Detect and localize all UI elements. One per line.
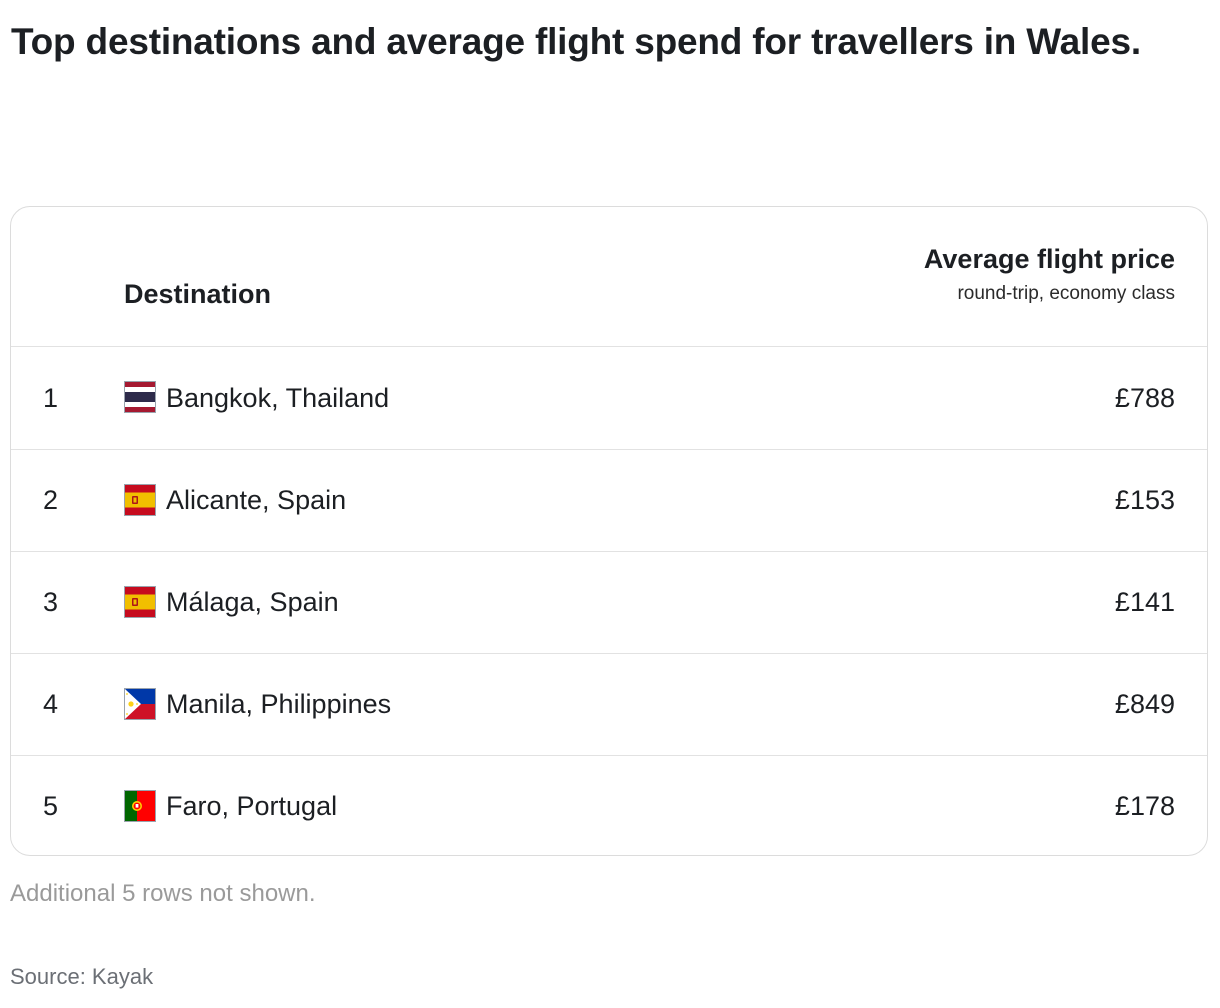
column-header-price-subtitle: round-trip, economy class [957, 283, 1175, 304]
row-rank: 5 [43, 791, 59, 821]
destinations-table: Destination Average flight price round-t… [10, 206, 1208, 856]
row-rank: 3 [43, 587, 59, 617]
philippines-flag-icon [124, 687, 156, 720]
row-destination: Manila, Philippines [166, 689, 392, 719]
row-price: £153 [1114, 485, 1175, 515]
row-destination: Bangkok, Thailand [166, 382, 390, 413]
row-destination: Alicante, Spain [166, 485, 347, 515]
row-price: £788 [1114, 382, 1175, 413]
row-price: £849 [1114, 689, 1175, 719]
spain-flag-icon [124, 585, 156, 618]
table-row: 5 Faro, Portugal £178 [11, 755, 1207, 855]
row-price: £178 [1114, 791, 1175, 821]
row-destination: Faro, Portugal [166, 791, 338, 821]
spain-flag-icon [124, 483, 156, 516]
table-row: 3 Málaga, Spain £141 [11, 551, 1207, 653]
row-rank: 2 [43, 485, 59, 515]
table-row: 1 Bangkok, Thailand £788 [11, 347, 1207, 449]
table-row: 2 Alicante, Spain £153 [11, 449, 1207, 551]
rows-hidden-note: Additional 5 rows not shown. [10, 880, 316, 907]
page-title: Top destinations and average flight spen… [11, 21, 1141, 62]
table-header: Destination Average flight price round-t… [11, 207, 1207, 347]
row-destination: Málaga, Spain [166, 587, 339, 617]
column-header-price-title: Average flight price [923, 244, 1175, 274]
portugal-flag-icon [124, 789, 156, 822]
row-price: £141 [1114, 587, 1175, 617]
table-row: 4 Manila, Philippines £849 [11, 653, 1207, 755]
row-rank: 4 [43, 689, 59, 719]
thailand-flag-icon [124, 381, 156, 413]
row-rank: 1 [43, 382, 59, 413]
column-header-price: Average flight price round-trip, economy… [924, 242, 1175, 308]
source-credit: Source: Kayak [10, 964, 154, 989]
column-header-destination: Destination [124, 279, 272, 309]
